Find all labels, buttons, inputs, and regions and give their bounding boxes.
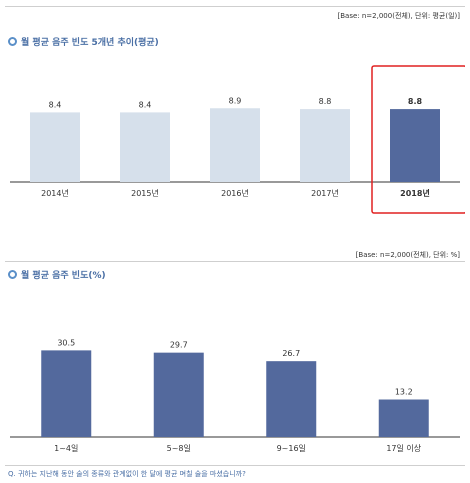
chart1-bar <box>300 109 350 182</box>
chart1-bar <box>30 112 80 182</box>
chart2-base-note: [Base: n=2,000(전체), 단위: %] <box>355 251 460 259</box>
chart2-bar-chart: 30.5 1~4일 29.7 5~8일 26.7 9~16일 13.2 17일 이상 <box>10 338 460 453</box>
chart1-title: 월 평균 음주 빈도 5개년 추이(평균) <box>21 38 159 48</box>
chart1-category-label: 2018년 <box>400 188 430 198</box>
chart2-category-label: 9~16일 <box>277 444 306 453</box>
chart1-bar <box>120 112 170 182</box>
bullet-circle-icon <box>8 37 17 46</box>
chart1-value-label: 8.4 <box>139 100 152 109</box>
chart2-title: 월 평균 음주 빈도(%) <box>21 271 106 281</box>
chart2-value-label: 30.5 <box>57 338 75 347</box>
chart2-value-label: 26.7 <box>282 349 300 358</box>
chart2-bar <box>266 361 317 437</box>
chart1-highlight-box <box>371 65 465 214</box>
chart1-category-label: 2016년 <box>221 188 249 198</box>
chart1-bar-chart: 8.4 2014년 8.4 2015년 8.9 2016년 8.8 2017년 8.8 2018년 <box>10 65 465 214</box>
chart1-bar <box>390 109 440 182</box>
chart1-value-label: 8.8 <box>408 97 423 106</box>
chart2-category-label: 5~8일 <box>167 444 191 453</box>
footer-divider <box>5 465 465 466</box>
chart1-category-label: 2017년 <box>311 188 339 198</box>
chart1-category-label: 2014년 <box>41 188 69 198</box>
chart2-value-label: 13.2 <box>395 388 413 397</box>
chart2-category-label: 1~4일 <box>54 444 78 453</box>
chart2-bar <box>41 350 92 437</box>
bullet-circle-icon <box>8 270 17 279</box>
survey-question: Q. 귀하는 지난해 동안 술의 종류와 관계없이 한 달에 평균 며칠 술을 … <box>8 470 246 478</box>
chart2-bar <box>378 399 429 437</box>
chart1-category-label: 2015년 <box>131 188 159 198</box>
chart2-category-label: 17일 이상 <box>386 443 421 453</box>
chart2-value-label: 29.7 <box>170 341 188 350</box>
chart1-bar <box>210 108 260 182</box>
top-divider <box>5 6 465 7</box>
chart1-title-row: 월 평균 음주 빈도 5개년 추이(평균) <box>8 35 159 48</box>
chart2-title-row: 월 평균 음주 빈도(%) <box>8 268 106 281</box>
chart1-value-label: 8.4 <box>49 100 62 109</box>
chart1-value-label: 8.9 <box>229 96 242 105</box>
chart1-value-label: 8.8 <box>319 97 332 106</box>
chart2-bar <box>153 352 204 437</box>
chart2-top-divider <box>5 261 465 262</box>
chart1-base-note: [Base: n=2,000(전체), 단위: 평균(일)] <box>337 12 460 20</box>
